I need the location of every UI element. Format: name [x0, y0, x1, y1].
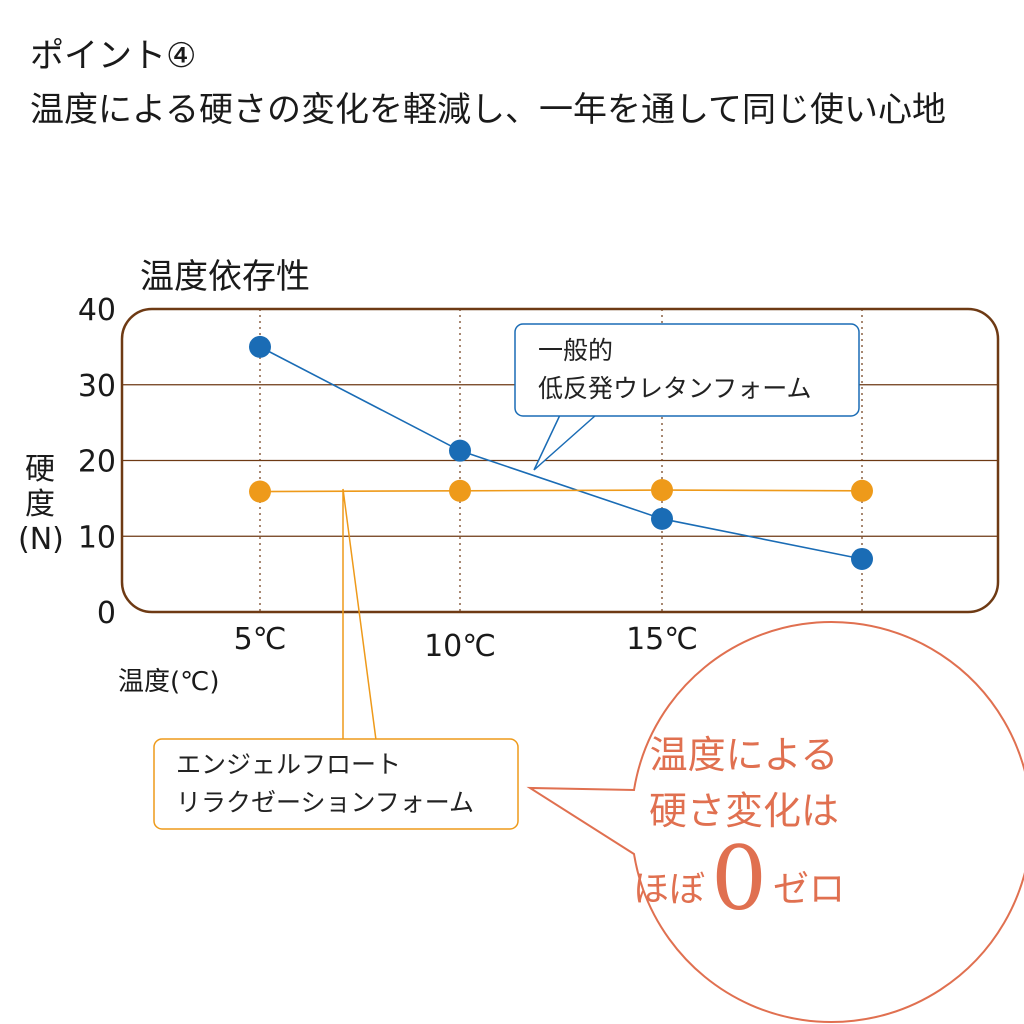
- urethane-callout-pointer: [533, 414, 597, 471]
- angel-series-line: [259, 489, 863, 493]
- bubble-line3: ほぼ0 ゼロ: [626, 835, 852, 930]
- y-axis-label-char: 度: [25, 487, 55, 522]
- y-tick-label: 20: [78, 445, 116, 480]
- urethane-callout: 一般的 低反発ウレタンフォーム: [538, 332, 812, 408]
- urethane-callout-line1: 一般的: [538, 336, 614, 365]
- y-tick-label: 10: [78, 520, 116, 555]
- bubble-zero: 0: [711, 827, 767, 930]
- bubble-zero-word: ゼロ: [773, 869, 846, 910]
- y-tick-label: 30: [78, 369, 116, 404]
- urethane-callout-line2: 低反発ウレタンフォーム: [538, 374, 812, 403]
- bubble-line1: 温度による: [649, 733, 839, 777]
- y-axis-label: 硬 度 (N): [18, 452, 64, 557]
- y-tick-label: 40: [78, 293, 116, 328]
- bubble-line2: 硬さ変化は: [648, 789, 839, 833]
- urethane-callout-box: [514, 323, 860, 417]
- urethane-data-point: [449, 439, 471, 462]
- x-tick-label: 15℃: [626, 622, 698, 657]
- chart-title: 温度依存性: [140, 257, 310, 297]
- series-layer: [249, 335, 873, 570]
- page-title: ポイント④: [30, 36, 197, 76]
- angel-data-point: [249, 480, 271, 503]
- x-tick-label: 5℃: [234, 622, 287, 657]
- x-tick-label: 10℃: [424, 629, 496, 664]
- y-axis-label-char: 硬: [25, 452, 55, 487]
- angel-data-point: [449, 479, 471, 502]
- urethane-data-point: [651, 507, 673, 530]
- x-axis-label: 温度(℃): [118, 667, 220, 697]
- y-tick-label: 0: [97, 596, 116, 631]
- y-axis-label-unit: (N): [18, 522, 64, 557]
- angel-callout-pointer: [342, 488, 377, 741]
- angel-callout-line2: リラクゼーションフォーム: [176, 788, 475, 817]
- angel-data-point: [851, 479, 873, 502]
- urethane-series-line: [259, 346, 863, 560]
- bubble-hobo: ほぼ: [632, 869, 705, 910]
- urethane-data-point: [249, 335, 271, 358]
- speech-bubble: [526, 621, 1024, 1023]
- angel-callout-line1: エンジェルフロート: [176, 750, 402, 779]
- y-tick-labels: 0 10 20 30 40: [78, 293, 116, 631]
- angel-callout: エンジェルフロート リラクゼーションフォーム: [176, 746, 474, 822]
- urethane-data-point: [851, 547, 873, 570]
- bubble-text: 温度による 硬さ変化は ほぼ0 ゼロ: [633, 727, 852, 930]
- angel-data-point: [651, 479, 673, 502]
- angel-callout-box: [153, 738, 519, 830]
- page-subtitle: 温度による硬さの変化を軽減し、一年を通して同じ使い心地: [30, 90, 946, 130]
